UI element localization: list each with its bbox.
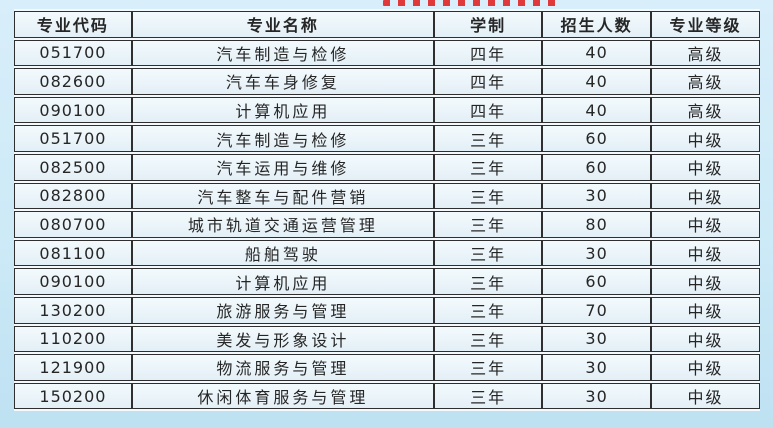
header-cell-0: 专业代码 <box>14 11 132 38</box>
cell-name: 计算机应用 <box>131 268 434 295</box>
cell-level: 高级 <box>651 39 760 67</box>
cell-code: 082500 <box>14 153 132 181</box>
table-row: 051700 汽车制造与检修 四年 40 高级 <box>14 39 760 67</box>
cell-name: 汽车运用与维修 <box>131 153 434 181</box>
enrollment-table-wrap: 专业代码 专业名称 学制 招生人数 专业等级 051700 汽车制造与检修 四年 40 高级 08… <box>14 9 760 412</box>
enrollment-table: 专业代码 专业名称 学制 招生人数 专业等级 051700 汽车制造与检修 四年 40 高级 08… <box>14 9 760 411</box>
cell-code: 082800 <box>14 182 132 210</box>
cell-name: 休闲体育服务与管理 <box>131 382 434 410</box>
cell-duration: 三年 <box>434 153 543 181</box>
cell-duration: 三年 <box>434 239 543 267</box>
cell-level: 中级 <box>651 296 760 324</box>
cell-name: 汽车制造与检修 <box>131 125 434 152</box>
cell-duration: 四年 <box>434 39 543 67</box>
cell-enrollment: 60 <box>542 268 652 295</box>
cell-name: 物流服务与管理 <box>131 354 434 381</box>
cell-code: 051700 <box>14 125 132 152</box>
cell-name: 汽车车身修复 <box>131 68 434 95</box>
table-row: 051700 汽车制造与检修 三年 60 中级 <box>14 125 760 152</box>
cell-code: 080700 <box>14 211 132 238</box>
cell-duration: 三年 <box>434 354 543 381</box>
header-cell-4: 专业等级 <box>651 11 760 38</box>
cropped-red-title-fragment <box>383 0 557 6</box>
cell-name: 城市轨道交通运营管理 <box>131 211 434 238</box>
table-header-row: 专业代码 专业名称 学制 招生人数 专业等级 <box>14 11 760 38</box>
cell-name: 汽车制造与检修 <box>131 39 434 67</box>
cell-code: 121900 <box>14 354 132 381</box>
table-row: 082600 汽车车身修复 四年 40 高级 <box>14 68 760 95</box>
header-cell-2: 学制 <box>434 11 543 38</box>
cell-enrollment: 40 <box>542 68 652 95</box>
table-row: 150200 休闲体育服务与管理 三年 30 中级 <box>14 382 760 410</box>
cell-code: 090100 <box>14 268 132 295</box>
cell-enrollment: 30 <box>542 325 652 353</box>
cell-enrollment: 60 <box>542 153 652 181</box>
table-row: 090100 计算机应用 三年 60 中级 <box>14 268 760 295</box>
cell-name: 船舶驾驶 <box>131 239 434 267</box>
cell-duration: 三年 <box>434 211 543 238</box>
cell-level: 中级 <box>651 268 760 295</box>
cell-duration: 三年 <box>434 325 543 353</box>
cell-enrollment: 70 <box>542 296 652 324</box>
cell-enrollment: 30 <box>542 239 652 267</box>
cell-enrollment: 30 <box>542 354 652 381</box>
cell-name: 计算机应用 <box>131 96 434 124</box>
table-row: 080700 城市轨道交通运营管理 三年 80 中级 <box>14 211 760 238</box>
cell-level: 中级 <box>651 153 760 181</box>
header-cell-1: 专业名称 <box>131 11 434 38</box>
cell-duration: 四年 <box>434 68 543 95</box>
cell-code: 090100 <box>14 96 132 124</box>
table-row: 082800 汽车整车与配件营销 三年 30 中级 <box>14 182 760 210</box>
cell-duration: 三年 <box>434 296 543 324</box>
cell-code: 110200 <box>14 325 132 353</box>
cell-code: 150200 <box>14 382 132 410</box>
table-row: 130200 旅游服务与管理 三年 70 中级 <box>14 296 760 324</box>
cell-level: 高级 <box>651 96 760 124</box>
table-row: 110200 美发与形象设计 三年 30 中级 <box>14 325 760 353</box>
cell-name: 汽车整车与配件营销 <box>131 182 434 210</box>
table-row: 121900 物流服务与管理 三年 30 中级 <box>14 354 760 381</box>
cell-code: 051700 <box>14 39 132 67</box>
cell-enrollment: 80 <box>542 211 652 238</box>
cell-code: 082600 <box>14 68 132 95</box>
cell-level: 中级 <box>651 325 760 353</box>
cell-duration: 三年 <box>434 382 543 410</box>
cell-enrollment: 40 <box>542 96 652 124</box>
cell-level: 中级 <box>651 211 760 238</box>
table-body: 051700 汽车制造与检修 四年 40 高级 082600 汽车车身修复 四年 40 高级 090… <box>14 39 760 410</box>
cell-enrollment: 60 <box>542 125 652 152</box>
table-row: 082500 汽车运用与维修 三年 60 中级 <box>14 153 760 181</box>
header-cell-3: 招生人数 <box>542 11 652 38</box>
cell-code: 081100 <box>14 239 132 267</box>
cell-level: 中级 <box>651 382 760 410</box>
cell-level: 中级 <box>651 354 760 381</box>
table-row: 081100 船舶驾驶 三年 30 中级 <box>14 239 760 267</box>
cell-level: 中级 <box>651 125 760 152</box>
cell-duration: 三年 <box>434 182 543 210</box>
cell-enrollment: 30 <box>542 382 652 410</box>
cell-level: 中级 <box>651 239 760 267</box>
cell-level: 高级 <box>651 68 760 95</box>
cell-enrollment: 30 <box>542 182 652 210</box>
cell-duration: 三年 <box>434 268 543 295</box>
cell-name: 美发与形象设计 <box>131 325 434 353</box>
cell-name: 旅游服务与管理 <box>131 296 434 324</box>
cell-level: 中级 <box>651 182 760 210</box>
cell-duration: 四年 <box>434 96 543 124</box>
cell-code: 130200 <box>14 296 132 324</box>
cell-duration: 三年 <box>434 125 543 152</box>
cell-enrollment: 40 <box>542 39 652 67</box>
table-row: 090100 计算机应用 四年 40 高级 <box>14 96 760 124</box>
